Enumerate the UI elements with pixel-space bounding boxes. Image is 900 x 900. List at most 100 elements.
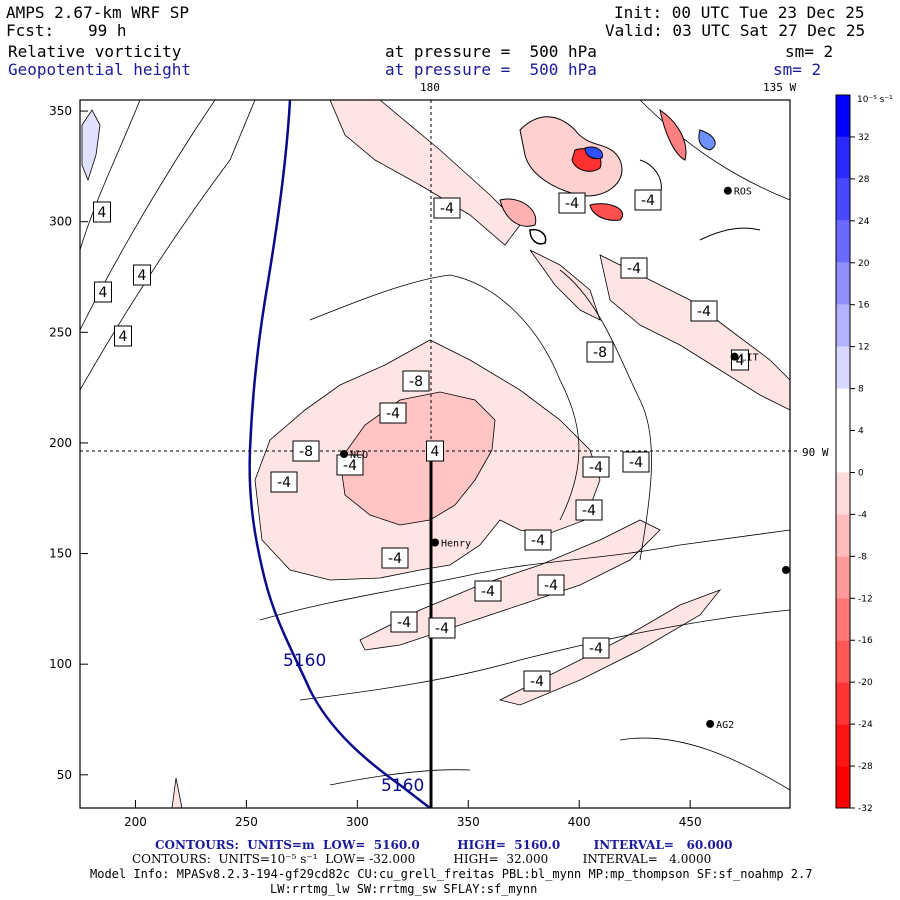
colorbar-tick-label: 28 [858,175,870,185]
colorbar-tick-label: 16 [858,301,870,311]
neg-vort-band-north [329,99,521,246]
vorticity-label-box [133,264,151,286]
colorbar-frame [835,94,851,809]
colorbar-swatch [836,556,850,599]
vorticity-label-box [474,580,502,602]
vorticity-label: 4 [736,353,745,369]
vorticity-label-box [426,440,444,462]
field1-name: Relative vorticity [8,42,182,61]
station-dot [723,186,732,195]
colorbar-tick-label: 24 [858,217,870,227]
vorticity-label: -4 [697,304,711,320]
vorticity-label: -8 [299,444,313,460]
contour-lines [79,99,791,791]
vorticity-label-box [114,325,132,347]
positive-shading-layer [81,109,101,182]
axis-ticks: 200 250 300 350 400 450 50 100 150 200 250 300 350 [49,104,702,829]
colorbar-tick-label: -24 [858,720,873,730]
forecast-label: Fcst: [6,21,55,40]
station-label: Henry [441,539,471,550]
y-tick-label: 150 [49,547,72,561]
vorticity-label: -4 [544,578,558,594]
storm-cluster [499,108,761,245]
vorticity-label: -4 [386,406,400,422]
vorticity-label-box [93,201,111,223]
vorticity-label: -4 [530,674,544,690]
station-dot [431,538,439,547]
footer-physics-info: LW:rrtmg_lw SW:rrtmg_sw SFLAY:sf_mynn [270,882,538,896]
colorbar-tick-label: -4 [858,510,867,520]
vorticity-label: -4 [440,201,454,217]
colorbar-tick-label: 0 [858,468,864,478]
y-tick-label: 200 [49,436,72,450]
vorticity-label: -4 [582,503,596,519]
colorbar-tick-label: -28 [858,762,873,772]
colorbar-swatch [836,95,850,137]
vorticity-label-box [558,192,586,214]
field2-smoothing: sm= 2 [773,60,822,79]
neg-vort-streak-ne [529,249,601,321]
vorticity-label: -4 [343,458,357,474]
colorbar-swatch [836,388,850,431]
vorticity-label-box [379,402,407,424]
vorticity-label-box [94,281,112,303]
vorticity-label-box [634,189,662,211]
colorbar-swatch [836,514,850,557]
vorticity-label: 4 [119,329,128,345]
station-markers: NCO Henry ROS LIT AG2 [340,186,790,731]
colorbar-swatch [836,430,850,473]
vorticity-labels: 4 4 4 4 -4 -4 -4 -4 -4 -8 -8 -4 -8 -4 -4 -4 -4 -4 -4 -4 -4 -4… [93,189,749,692]
vorticity-label-box [336,454,364,476]
vorticity-label-box [270,471,298,493]
vorticity-label-box [622,451,650,473]
colorbar-swatch [836,178,850,221]
vorticity-label: -4 [627,261,641,277]
vorticity-label-box [524,529,552,551]
vorticity-label-box [381,547,409,569]
plot-frame [79,99,791,809]
vorticity-label-box [582,456,610,478]
field2-level: at pressure = 500 hPa [385,60,597,79]
colorbar-swatch [836,598,850,641]
neg-vort-core [339,391,496,526]
x-tick-label: 200 [124,815,147,829]
vorticity-label-box [428,617,456,639]
colorbar-swatch [836,724,850,767]
x-tick-label: 350 [457,815,480,829]
vorticity-label: 4 [98,205,107,221]
x-tick-label: 400 [568,815,591,829]
colorbar-swatch [836,136,850,179]
x-tick-label: 450 [679,815,702,829]
footer-model-info: Model Info: MPASv8.2.3-194-gf29cd82c CU:… [90,867,813,881]
vorticity-label: -4 [531,533,545,549]
field2-name: Geopotential height [8,60,192,79]
vorticity-label: -4 [565,196,579,212]
colorbar-tick-label: 32 [858,133,869,143]
station-label: LIT [741,353,759,364]
y-tick-label: 250 [49,325,72,339]
vorticity-label: -4 [589,641,603,657]
colorbar-swatch [836,262,850,305]
x-tick-label: 250 [235,815,258,829]
height-label-5160-bottom: 5160 [381,776,424,796]
vorticity-label-box [620,257,648,279]
station-dot [730,352,739,361]
vorticity-label: -4 [481,584,495,600]
y-tick-label: 350 [49,104,72,118]
station-label: AG2 [716,720,734,731]
colorbar-tick-label: 4 [858,427,864,437]
lat-label-90w: 90 W [802,446,829,459]
pos-vort-sliver [81,109,101,182]
colorbar-swatch [836,220,850,263]
station-label: NCO [350,450,368,461]
model-title: AMPS 2.67-km WRF SP [6,3,190,22]
vorticity-label: -4 [277,475,291,491]
vorticity-label-box [582,637,610,659]
colorbar-swatch [836,766,850,808]
y-tick-label: 100 [49,657,72,671]
minor-features [171,777,183,809]
field1-smoothing: sm= 2 [785,42,834,61]
colorbar-tick-label: -20 [858,678,873,688]
init-time: Init: 00 UTC Tue 23 Dec 25 [614,3,865,22]
